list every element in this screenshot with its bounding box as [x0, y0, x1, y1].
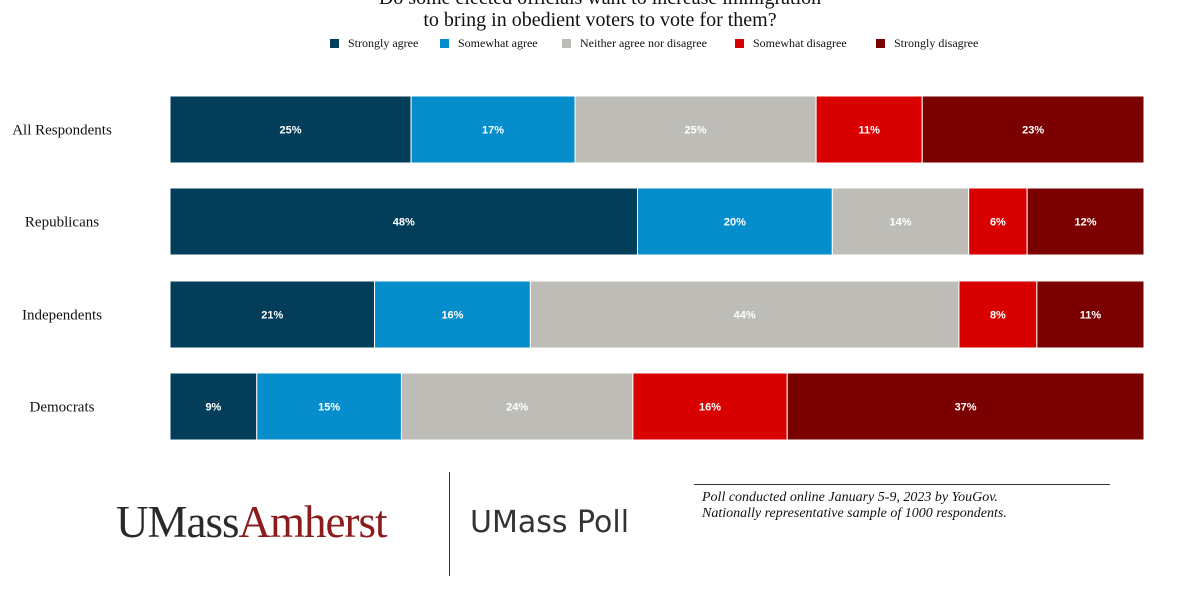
- bar-value-label: 16%: [441, 310, 463, 322]
- bar-segment: [410, 95, 576, 164]
- bar-value-label: 11%: [858, 125, 880, 137]
- bar-segment: [169, 95, 412, 164]
- bar-segment: [1036, 280, 1145, 349]
- bar-value-label: 14%: [889, 217, 911, 229]
- legend-swatch: [330, 39, 339, 48]
- bar-value-label: 25%: [280, 125, 302, 137]
- bar-segment: [256, 372, 402, 441]
- legend-swatch: [735, 39, 744, 48]
- row-label: All Respondents: [12, 123, 112, 139]
- legend-item: Somewhat agree: [440, 36, 538, 50]
- bar-segment: [400, 372, 634, 441]
- bar-segment: [529, 280, 960, 349]
- legend-swatch: [876, 39, 885, 48]
- poll-note-line-2: Nationally representative sample of 1000…: [702, 506, 1007, 521]
- bar-value-label: 25%: [685, 125, 707, 137]
- legend-swatch: [562, 39, 571, 48]
- row-label: Republicans: [25, 215, 99, 231]
- bar-value-label: 16%: [699, 402, 721, 414]
- legend-item: Somewhat disagree: [735, 36, 847, 50]
- bar-segment: [958, 280, 1038, 349]
- legend-label: Strongly agree: [348, 36, 419, 50]
- bar-value-label: 24%: [506, 402, 528, 414]
- bar-segment: [968, 187, 1028, 256]
- bar-segment: [1026, 187, 1145, 256]
- stacked-bar-chart: All Respondents 25% 17% 25% 11% 23% Republican…: [12, 95, 1145, 441]
- chart-title-line-2: to bring in obedient voters to vote for …: [423, 9, 777, 31]
- bar-segment: [831, 187, 970, 256]
- umass-poll-label: UMass Poll: [470, 505, 630, 540]
- note-divider: [694, 484, 1110, 485]
- bar-segment: [169, 372, 258, 441]
- bar-segment: [632, 372, 788, 441]
- bar-value-label: 37%: [955, 402, 977, 414]
- chart-title: Do some elected officials want to increa…: [300, 0, 900, 31]
- bar-segment: [921, 95, 1145, 164]
- legend-label: Somewhat agree: [458, 36, 538, 50]
- umass-amherst-logo: UMassAmherst: [116, 496, 387, 548]
- poll-note-line-1: Poll conducted online January 5-9, 2023 …: [702, 490, 998, 505]
- bar-value-label: 20%: [724, 217, 746, 229]
- bar-value-label: 6%: [990, 217, 1006, 229]
- bar-value-label: 8%: [990, 310, 1006, 322]
- legend-item: Strongly agree: [330, 36, 418, 50]
- legend-item: Neither agree nor disagree: [562, 36, 707, 50]
- legend-item: Strongly disagree: [876, 36, 978, 50]
- bar-value-label: 21%: [261, 310, 283, 322]
- logo-umass-text: UMass: [116, 497, 240, 547]
- legend-swatch: [440, 39, 449, 48]
- bar-segment: [815, 95, 923, 164]
- bar-segment: [374, 280, 531, 349]
- logo-divider: [449, 472, 450, 576]
- row-label: Independents: [22, 308, 102, 324]
- bar-value-label: 23%: [1022, 125, 1044, 137]
- bar-value-label: 11%: [1080, 310, 1102, 322]
- bar-segment: [169, 187, 639, 256]
- legend-label: Somewhat disagree: [753, 36, 847, 50]
- bar-segment: [169, 280, 376, 349]
- bar-segment: [786, 372, 1145, 441]
- bar-segment: [574, 95, 817, 164]
- bar-value-label: 9%: [205, 402, 221, 414]
- bar-value-label: 44%: [734, 310, 756, 322]
- legend: Strongly agree Somewhat agree Neither agre…: [330, 36, 1010, 50]
- bar-segment: [637, 187, 833, 256]
- bar-value-label: 15%: [318, 402, 340, 414]
- chart-title-line-1: Do some elected officials want to increa…: [300, 0, 900, 9]
- legend-label: Neither agree nor disagree: [580, 36, 707, 50]
- bar-value-label: 12%: [1075, 217, 1097, 229]
- bar-value-label: 17%: [482, 125, 504, 137]
- bar-value-label: 48%: [393, 217, 415, 229]
- poll-note: Poll conducted online January 5-9, 2023 …: [702, 490, 1007, 522]
- logo-amherst-text: Amherst: [238, 497, 388, 547]
- legend-label: Strongly disagree: [894, 36, 979, 50]
- row-label: Democrats: [30, 400, 95, 416]
